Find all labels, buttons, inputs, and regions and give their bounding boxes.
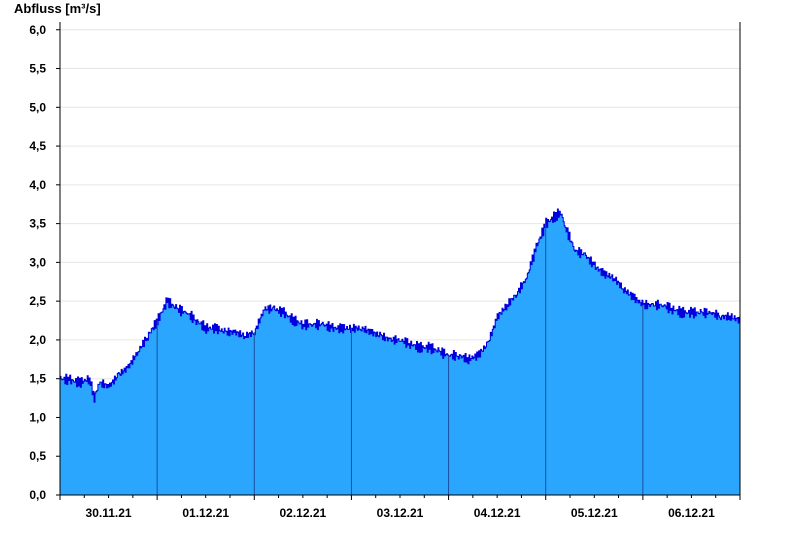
- x-tick-label: 01.12.21: [182, 506, 229, 520]
- y-tick-label: 6,0: [29, 23, 46, 37]
- y-axis-ticks: 0,0 0,5 1,0 1,5 2,0 2,5 3,0 3,5 4,0 4,5 5,0 5,5 6,0: [29, 23, 60, 502]
- y-tick-label: 0,0: [29, 488, 46, 502]
- y-tick-label: 0,5: [29, 449, 46, 463]
- y-tick-label: 4,0: [29, 178, 46, 192]
- y-tick-label: 3,0: [29, 255, 46, 269]
- area-layer: [60, 208, 741, 495]
- y-tick-label: 1,5: [29, 372, 46, 386]
- y-tick-label: 5,0: [29, 100, 46, 114]
- y-tick-label: 1,0: [29, 410, 46, 424]
- y-tick-label: 4,5: [29, 139, 46, 153]
- discharge-area: [60, 209, 740, 495]
- y-tick-label: 2,5: [29, 294, 46, 308]
- x-tick-label: 05.12.21: [571, 506, 618, 520]
- x-tick-label: 30.11.21: [86, 506, 132, 520]
- discharge-line: [60, 208, 741, 403]
- y-tick-label: 2,0: [29, 333, 46, 347]
- y-tick-label: 5,5: [29, 62, 46, 76]
- y-axis-title: Abfluss [m³/s]: [14, 1, 101, 16]
- x-tick-label: 03.12.21: [377, 506, 424, 520]
- y-tick-label: 3,5: [29, 217, 46, 231]
- x-tick-label: 02.12.21: [279, 506, 326, 520]
- day-boundary-lines: [156, 223, 644, 495]
- x-tick-label: 04.12.21: [474, 506, 521, 520]
- x-axis-ticks: 30.11.21 01.12.21 02.12.21 03.12.21 04.12.21…: [59, 495, 741, 520]
- x-tick-label: 06.12.21: [668, 506, 715, 520]
